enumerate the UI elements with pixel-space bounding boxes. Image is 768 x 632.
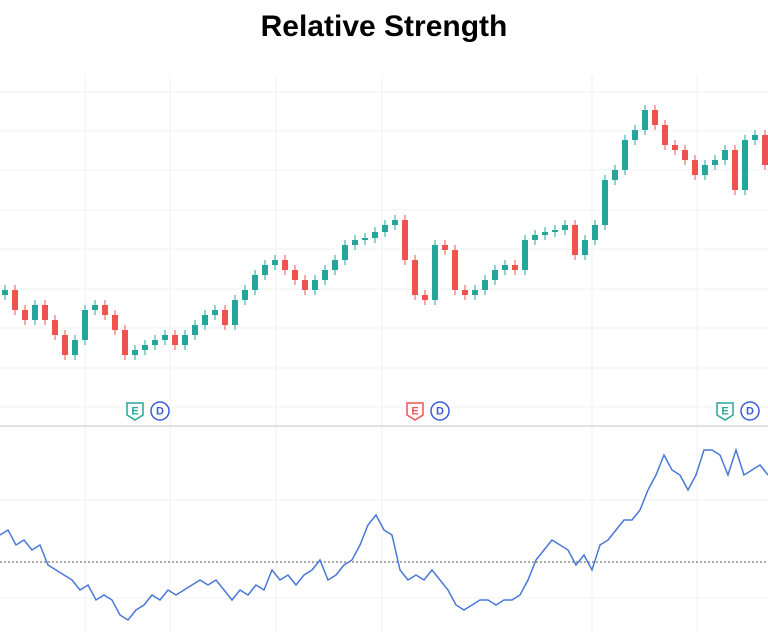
candle-body <box>512 265 518 270</box>
candle-body <box>642 110 648 130</box>
candle-body <box>392 220 398 225</box>
candle-body <box>172 335 178 345</box>
candle-body <box>242 290 248 300</box>
candle-body <box>372 232 378 238</box>
candle-body <box>362 238 368 240</box>
candle-body <box>382 225 388 232</box>
candle-body <box>552 230 558 232</box>
candle-body <box>332 260 338 270</box>
event-marker: D <box>436 405 444 417</box>
event-marker: E <box>721 405 728 417</box>
candle-body <box>192 325 198 335</box>
candle-body <box>112 315 118 330</box>
candle-body <box>612 170 618 180</box>
candle-body <box>82 310 88 340</box>
candle-body <box>42 305 48 320</box>
candle-body <box>672 145 678 150</box>
event-marker: E <box>411 405 418 417</box>
candle-body <box>342 245 348 260</box>
candle-body <box>252 275 258 290</box>
event-marker: E <box>131 405 138 417</box>
candle-body <box>492 270 498 280</box>
candle-body <box>622 140 628 170</box>
event-badge <box>150 401 170 421</box>
candle-body <box>52 320 58 335</box>
candle-body <box>662 125 668 145</box>
rs-line <box>0 447 768 621</box>
candle-body <box>582 240 588 255</box>
event-badge <box>740 401 760 421</box>
candle-body <box>282 260 288 270</box>
event-badge <box>716 402 734 421</box>
chart-title: Relative Strength <box>261 10 508 43</box>
candle-body <box>312 280 318 290</box>
candle-body <box>542 232 548 235</box>
candle-body <box>692 160 698 175</box>
candle-body <box>732 150 738 190</box>
candle-body <box>502 265 508 270</box>
candle-body <box>182 335 188 345</box>
candle-body <box>122 330 128 355</box>
candle-body <box>202 315 208 325</box>
event-marker: D <box>156 405 164 417</box>
candle-body <box>142 345 148 350</box>
grid <box>0 75 768 632</box>
candle-body <box>152 340 158 345</box>
candle-body <box>702 165 708 175</box>
candle-body <box>572 225 578 255</box>
candle-body <box>742 140 748 190</box>
candle-body <box>262 265 268 275</box>
candle-body <box>222 310 228 325</box>
candle-body <box>462 290 468 295</box>
event-badge <box>430 401 450 421</box>
candle-body <box>602 180 608 225</box>
candle-body <box>272 260 278 265</box>
candle-body <box>22 310 28 320</box>
candle-body <box>322 270 328 280</box>
candle-body <box>232 300 238 325</box>
candle-body <box>132 350 138 355</box>
candle-body <box>32 305 38 320</box>
candle-body <box>472 290 478 295</box>
candle-body <box>162 335 168 340</box>
candle-body <box>482 280 488 290</box>
candle-body <box>212 310 218 315</box>
candle-body <box>532 235 538 240</box>
candle-body <box>102 305 108 315</box>
candle-body <box>412 260 418 295</box>
candle-body <box>752 135 758 140</box>
candle-body <box>652 110 658 125</box>
event-badge <box>126 402 144 421</box>
candle-body <box>432 245 438 300</box>
candle-body <box>592 225 598 240</box>
candle-body <box>522 240 528 270</box>
candle-body <box>722 150 728 160</box>
candle-body <box>302 280 308 290</box>
candle-body <box>682 150 688 160</box>
event-badge <box>406 402 424 421</box>
candle-body <box>632 130 638 140</box>
candle-body <box>402 220 408 260</box>
candle-body <box>452 250 458 290</box>
candle-body <box>762 135 768 165</box>
candle-body <box>72 340 78 355</box>
candle-body <box>442 245 448 250</box>
event-marker: D <box>746 405 754 417</box>
candle-body <box>292 270 298 280</box>
candle-body <box>712 160 718 165</box>
candle-body <box>62 335 68 355</box>
candle-body <box>12 290 18 310</box>
candle-body <box>422 295 428 300</box>
candle-body <box>2 290 8 295</box>
candle-body <box>92 305 98 310</box>
candle-body <box>352 240 358 245</box>
candle-body <box>562 225 568 230</box>
